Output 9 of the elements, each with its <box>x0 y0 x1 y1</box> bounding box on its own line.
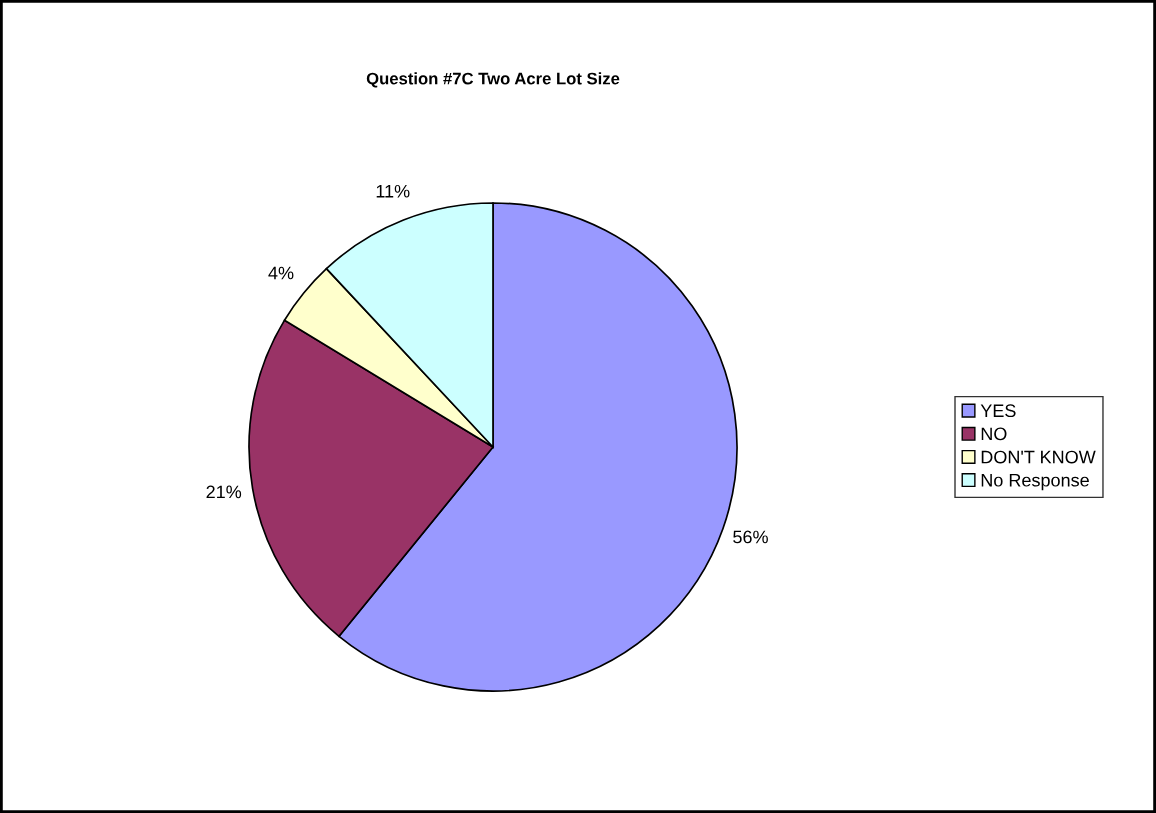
legend-label: YES <box>980 404 1016 418</box>
data-label: 21% <box>206 485 242 499</box>
data-label: 4% <box>268 266 294 280</box>
legend-label: No Response <box>981 473 1089 491</box>
data-label: 56% <box>733 530 768 544</box>
legend-label: DON'T KNOW <box>981 450 1096 464</box>
data-label: 11% <box>376 184 410 198</box>
chart-title: Question #7C Two Acre Lot Size <box>366 72 620 88</box>
legend-label: NO <box>981 427 1007 441</box>
